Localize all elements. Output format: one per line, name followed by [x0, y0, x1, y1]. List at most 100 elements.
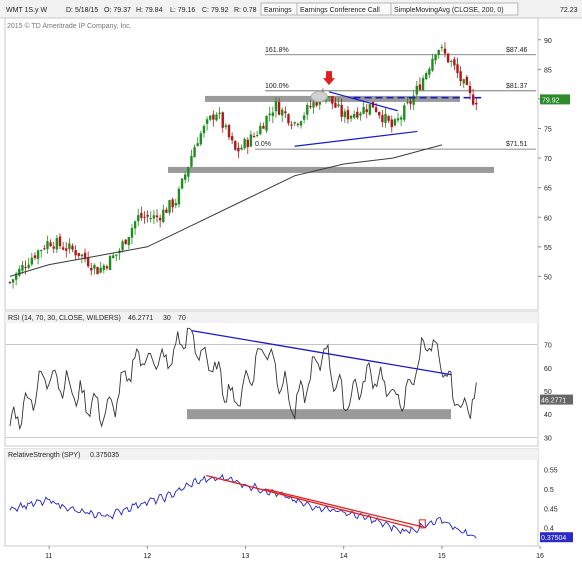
rs-trendline-upper [206, 474, 413, 529]
price-candle-body [274, 101, 278, 112]
price-candle-body [90, 267, 93, 271]
price-candle-body [74, 250, 77, 256]
rsi-header-bar [5, 312, 538, 323]
rs-axis-label: 0.45 [544, 506, 558, 513]
price-candle-body [234, 140, 237, 150]
rsi-current-tag-label: 46.2771 [541, 398, 566, 405]
price-candle-body [190, 155, 193, 167]
price-candle-body [424, 73, 428, 80]
header-item: L: 79.16 [170, 7, 195, 14]
rs-current-tag [540, 532, 573, 543]
price-candle-body [168, 200, 171, 213]
price-candle-body [302, 115, 306, 120]
price-candle-body [121, 241, 124, 250]
price-candle-body [365, 109, 368, 113]
price-candle-body [8, 282, 12, 284]
x-axis-label: 12 [143, 553, 151, 560]
price-candle-body [315, 102, 318, 106]
price-candle-body [212, 114, 215, 120]
price-candle-body [246, 139, 249, 148]
price-candle-body [368, 104, 372, 115]
price-candle-body [18, 268, 21, 276]
price-candle-body [152, 215, 156, 219]
price-candle-body [440, 47, 444, 49]
price-candle-body [374, 107, 378, 112]
price-candle-body [277, 102, 281, 115]
price-candle-body [334, 102, 337, 108]
price-axis-label: 60 [544, 215, 552, 222]
price-candle-body [171, 199, 174, 208]
price-candle-body [93, 264, 96, 269]
price-candle-body [378, 112, 381, 116]
price-candle-body [434, 54, 437, 61]
price-candle-body [362, 106, 365, 114]
price-candle-body [40, 250, 43, 252]
price-candle-body [443, 48, 447, 54]
price-candle-body [349, 115, 353, 119]
price-candle-body [290, 124, 293, 126]
down-arrow-marker [323, 71, 335, 86]
rsi-axis-label: 30 [544, 435, 552, 442]
x-axis-label: 13 [242, 553, 250, 560]
price-candle-body [49, 242, 52, 247]
symbol-label: WMT 1S.y W [6, 7, 47, 14]
rsi-support-zone [187, 409, 451, 420]
price-panel-frame [4, 17, 539, 311]
price-candle-body [271, 112, 275, 117]
price-candle-body [230, 136, 234, 141]
price-candle-body [284, 111, 287, 113]
price-candle-body [80, 254, 84, 257]
rsi-level-low: 30 [163, 315, 171, 322]
price-candle-body [331, 95, 334, 104]
price-candle-body [346, 110, 350, 120]
rs-header-bar [5, 449, 538, 460]
price-candle-body [218, 112, 221, 114]
price-candle-body [115, 254, 118, 256]
price-candle-body [409, 101, 412, 104]
price-candle-body [86, 257, 90, 267]
x-axis: 11 12 13 14 15 16 [45, 546, 544, 560]
rs-trendline-lower [265, 488, 423, 528]
price-candle-body [431, 58, 434, 71]
rsi-axis-label: 50 [544, 389, 552, 396]
price-candle-body [309, 106, 312, 108]
price-axis-label: 90 [544, 38, 552, 45]
price-candle-body [240, 147, 243, 150]
price-candle-body [14, 273, 18, 280]
price-current-tag [540, 94, 570, 105]
price-candle-body [30, 257, 34, 265]
price-candle-body [43, 248, 46, 250]
fib-value-label: $81.37 [506, 83, 528, 90]
price-candle-body [180, 178, 184, 189]
price-candle-body [446, 53, 450, 63]
price-candle-body [312, 102, 315, 108]
price-candle-body [337, 104, 340, 107]
price-candle-body [249, 134, 253, 147]
price-candle-body [127, 237, 131, 246]
rs-axis-label: 0.5 [544, 487, 554, 494]
price-candle-body [387, 116, 390, 121]
price-candle-body [61, 247, 65, 250]
price-candle-body [140, 212, 143, 218]
price-candle-body [399, 117, 403, 120]
x-axis-label: 14 [340, 553, 348, 560]
price-candle-body [243, 139, 246, 149]
price-candle-body [262, 125, 265, 129]
study-tab-label: Earnings [264, 7, 292, 14]
price-axis-label: 70 [544, 156, 552, 163]
price-candle-body [384, 113, 387, 123]
price-candle-body [11, 279, 15, 283]
rsi-axis-label: 70 [544, 343, 552, 350]
price-candle-body [65, 248, 68, 251]
rsi-label: RSI (14, 70, 30, CLOSE, WILDERS) [8, 315, 121, 322]
rs-axis: 0.55 0.5 0.45 0.4 0.37504 [540, 468, 573, 543]
price-candle-body [227, 125, 231, 138]
rsi-value: 46.2771 [128, 315, 153, 322]
rs-current-tag-label: 0.37504 [541, 535, 566, 542]
price-candle-body [459, 71, 462, 82]
price-candle-body [327, 96, 331, 98]
price-candle-body [471, 94, 475, 105]
price-candle-body [24, 267, 27, 269]
